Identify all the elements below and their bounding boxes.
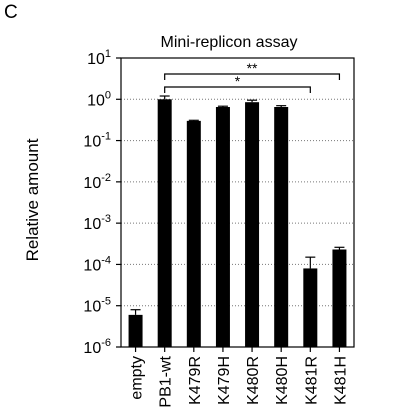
x-tick-label: K479R (187, 356, 204, 405)
x-tick-label: K479H (216, 356, 233, 405)
y-axis-label: Relative amount (23, 138, 42, 261)
bar (245, 102, 260, 347)
error-bars (130, 95, 345, 315)
bar (186, 120, 201, 347)
y-tick-label: 10-1 (83, 131, 111, 151)
bar (157, 99, 172, 348)
y-tick-label: 10-5 (83, 296, 111, 316)
bars (128, 99, 347, 348)
y-tick-label: 10-3 (83, 213, 111, 233)
y-ticks: 10-6 10-5 10-4 10-3 10-2 10-1 100 101 (83, 48, 121, 357)
bar (274, 107, 289, 347)
x-tick-label: K480H (274, 356, 291, 405)
bar (303, 268, 318, 347)
plot-frame (120, 57, 355, 348)
axes (120, 57, 355, 348)
bar (215, 107, 230, 347)
chart-title: Mini-replicon assay (161, 34, 298, 51)
x-tick-label: K480R (245, 356, 262, 405)
significance-bracket (164, 73, 341, 80)
y-tick-label: 10-4 (83, 254, 111, 274)
y-tick-label: 10-6 (83, 337, 111, 357)
x-ticks: empty PB1-wt K479R K479H K480R K480H K481R K481… (129, 347, 349, 408)
significance-bracket (164, 86, 311, 93)
bar (128, 314, 143, 347)
y-tick-label: 10-2 (83, 172, 111, 192)
grid-lines (121, 98, 354, 307)
x-tick-label: PB1-wt (158, 355, 175, 407)
bar (332, 249, 347, 347)
y-tick-label: 100 (87, 89, 111, 109)
significance-label: * (235, 73, 241, 89)
x-tick-label: K481R (303, 356, 320, 405)
y-tick-label: 101 (87, 48, 111, 68)
x-tick-label: K481H (332, 356, 349, 405)
significance-brackets: *** (164, 60, 341, 93)
panel-letter: C (4, 2, 18, 23)
x-tick-label: empty (129, 356, 146, 400)
significance-label: ** (247, 60, 258, 76)
